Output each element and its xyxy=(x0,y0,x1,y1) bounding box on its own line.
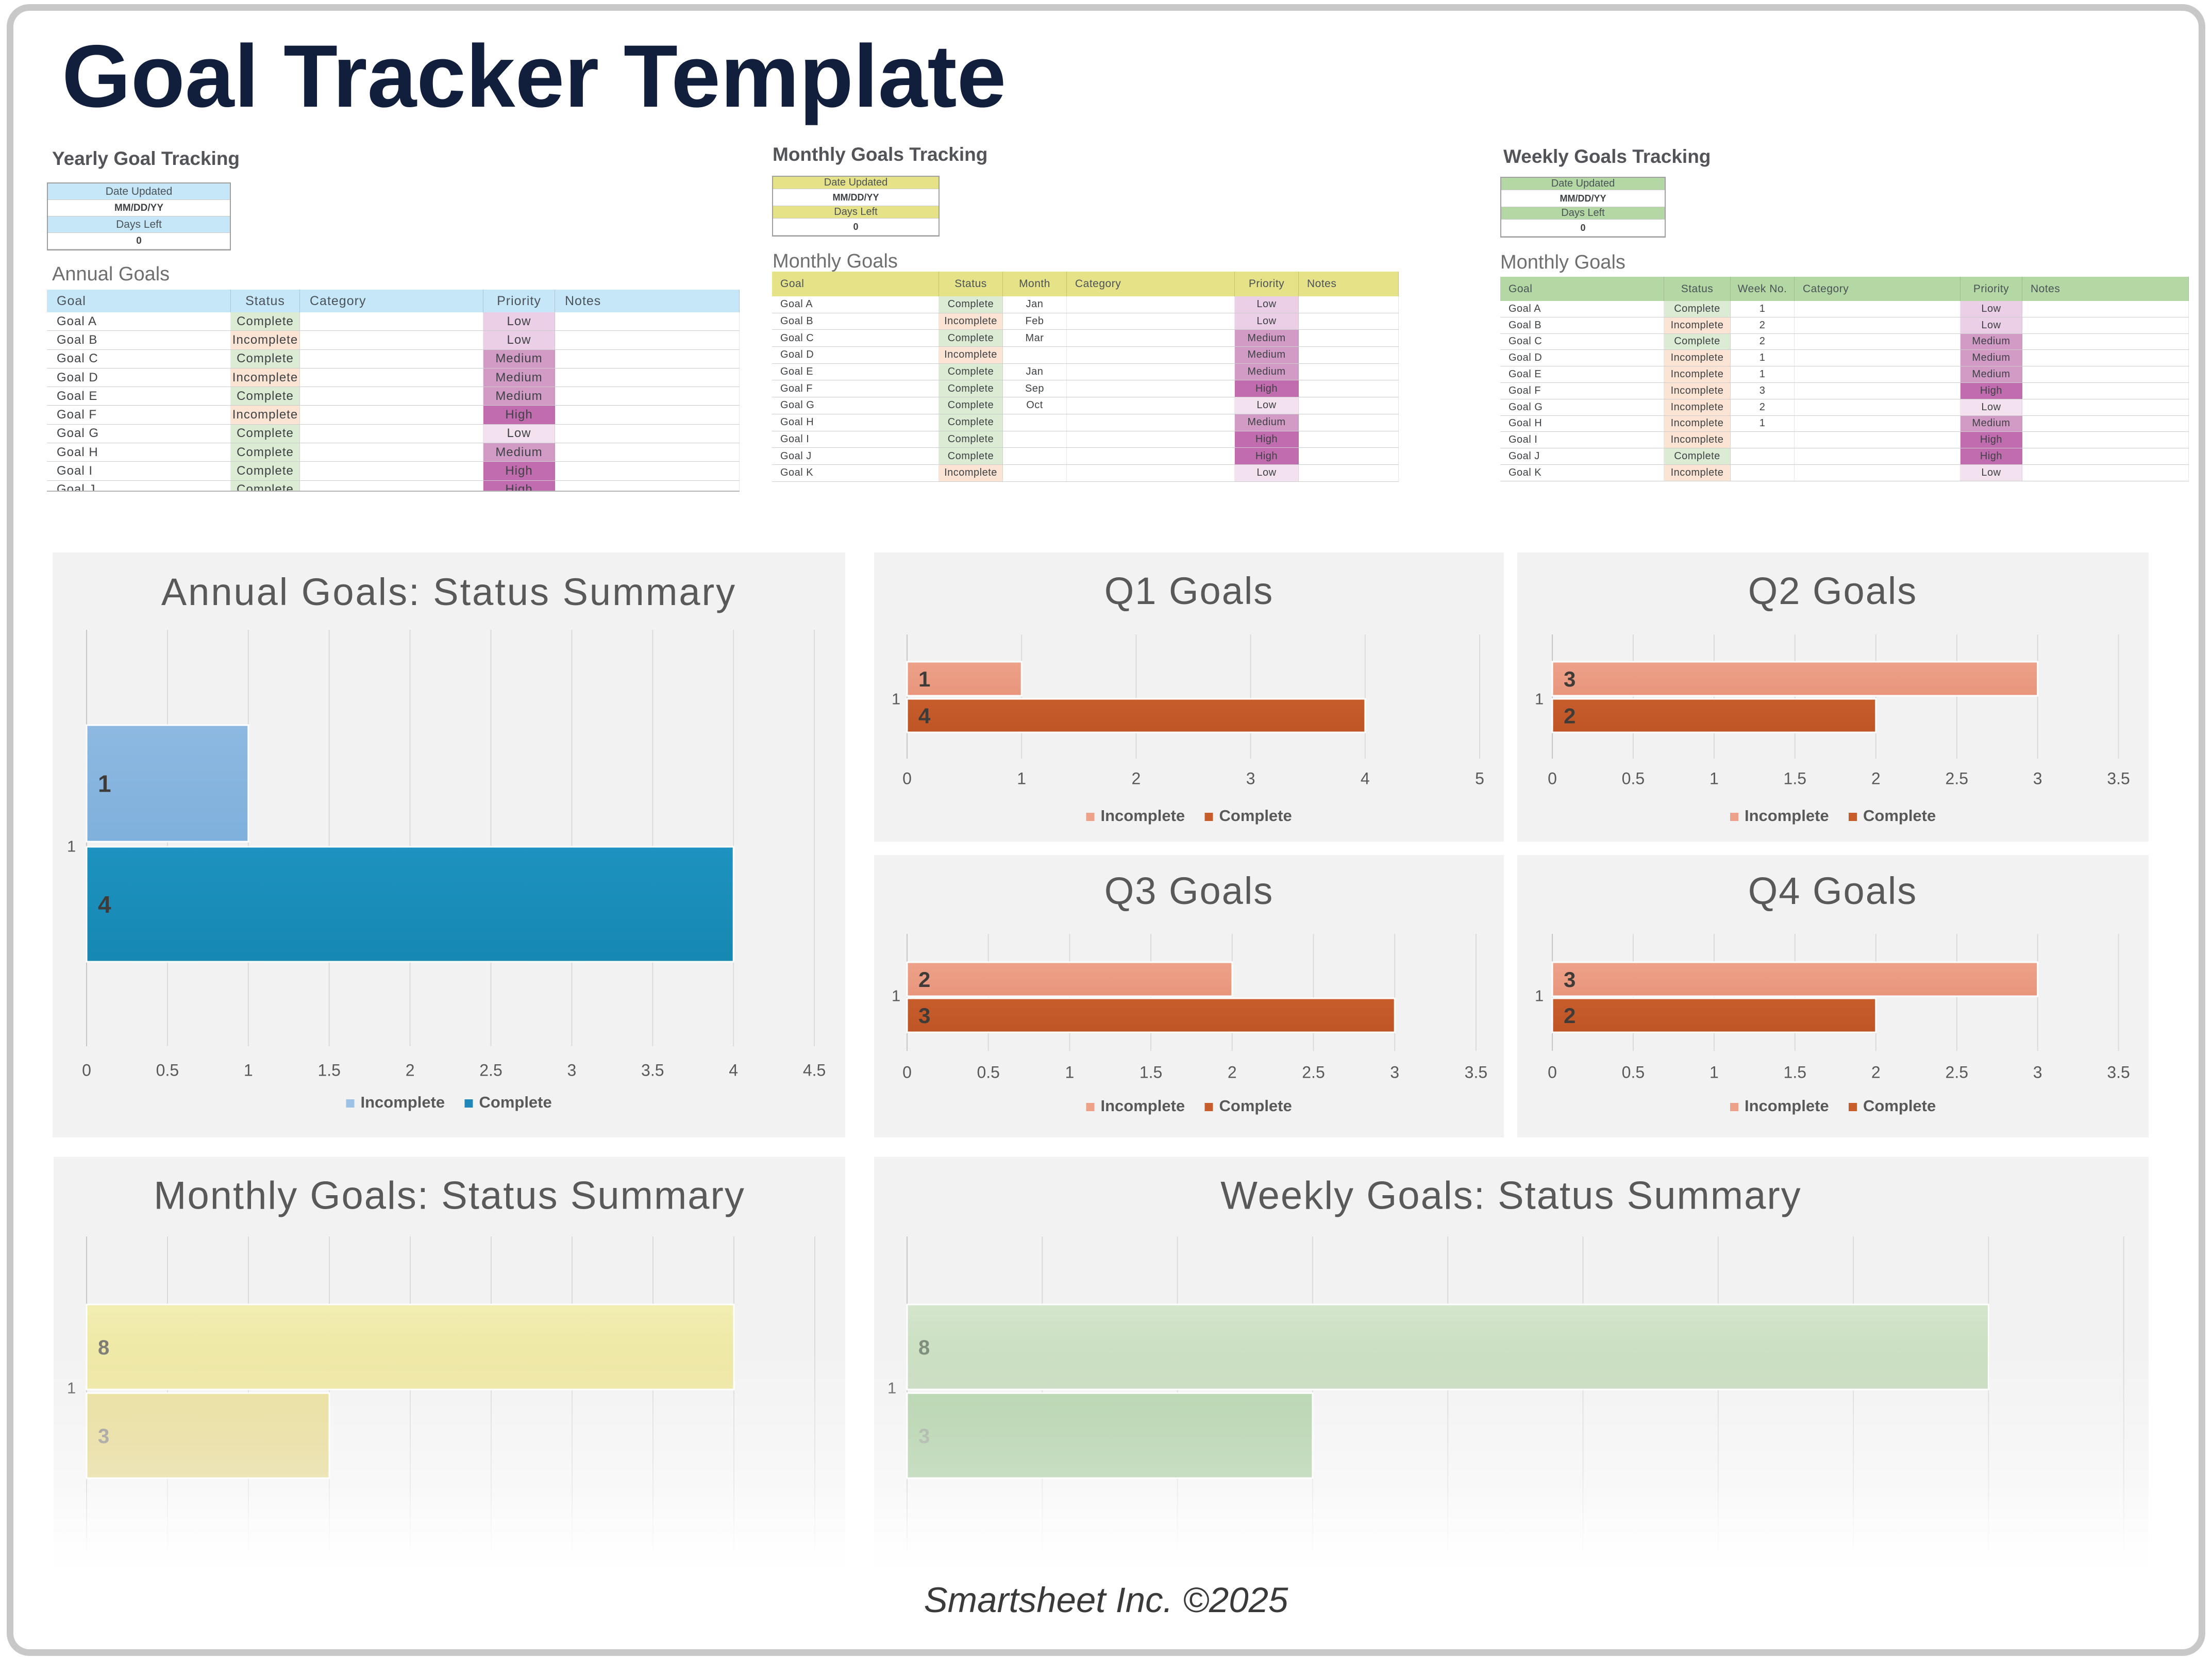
svg-text:1: 1 xyxy=(892,987,900,1005)
svg-text:1: 1 xyxy=(1017,769,1026,788)
svg-text:Incomplete: Incomplete xyxy=(1745,807,1829,825)
svg-text:Q4 Goals: Q4 Goals xyxy=(1748,869,1918,912)
svg-text:1: 1 xyxy=(1535,987,1544,1005)
svg-text:0: 0 xyxy=(82,1061,91,1079)
svg-text:1: 1 xyxy=(1535,690,1544,708)
svg-text:2.5: 2.5 xyxy=(1946,1063,1968,1081)
svg-text:2: 2 xyxy=(1132,769,1141,788)
svg-text:1: 1 xyxy=(244,1061,253,1079)
svg-text:Complete: Complete xyxy=(1863,1097,1936,1115)
svg-text:2: 2 xyxy=(918,967,930,992)
svg-text:3: 3 xyxy=(918,1003,930,1028)
svg-text:Incomplete: Incomplete xyxy=(1101,807,1185,825)
svg-text:2.5: 2.5 xyxy=(1302,1063,1325,1081)
svg-text:Q2 Goals: Q2 Goals xyxy=(1748,570,1918,612)
svg-text:Incomplete: Incomplete xyxy=(1745,1097,1829,1115)
svg-text:0: 0 xyxy=(902,1063,912,1081)
svg-text:3: 3 xyxy=(567,1061,577,1079)
svg-text:1: 1 xyxy=(1710,769,1719,788)
svg-text:0: 0 xyxy=(1548,1063,1557,1081)
svg-text:1.5: 1.5 xyxy=(1784,769,1806,788)
svg-text:3: 3 xyxy=(2033,769,2042,788)
svg-text:3: 3 xyxy=(2033,1063,2042,1081)
svg-text:1: 1 xyxy=(98,771,111,797)
svg-text:3: 3 xyxy=(1246,769,1255,788)
svg-text:Complete: Complete xyxy=(1219,807,1292,825)
svg-text:3.5: 3.5 xyxy=(2107,1063,2130,1081)
svg-text:Q1 Goals: Q1 Goals xyxy=(1104,570,1274,612)
svg-text:2.5: 2.5 xyxy=(479,1061,502,1079)
svg-text:Complete: Complete xyxy=(1863,807,1936,825)
svg-text:4: 4 xyxy=(729,1061,738,1079)
svg-text:Complete: Complete xyxy=(1219,1097,1292,1115)
svg-text:1: 1 xyxy=(918,667,930,691)
svg-text:0.5: 0.5 xyxy=(156,1061,179,1079)
svg-text:3: 3 xyxy=(1564,667,1576,691)
svg-text:4: 4 xyxy=(1361,769,1370,788)
svg-text:1: 1 xyxy=(67,838,76,856)
svg-text:1.5: 1.5 xyxy=(317,1061,340,1079)
svg-text:0.5: 0.5 xyxy=(1622,769,1645,788)
svg-text:2: 2 xyxy=(1228,1063,1237,1081)
svg-text:3.5: 3.5 xyxy=(641,1061,664,1079)
svg-text:0: 0 xyxy=(1548,769,1557,788)
svg-text:2: 2 xyxy=(1564,1003,1576,1028)
svg-text:Complete: Complete xyxy=(479,1093,552,1111)
svg-text:2: 2 xyxy=(1871,1063,1881,1081)
svg-text:2: 2 xyxy=(1564,704,1576,728)
svg-text:2: 2 xyxy=(1871,769,1881,788)
svg-text:1.5: 1.5 xyxy=(1139,1063,1162,1081)
svg-text:3.5: 3.5 xyxy=(1465,1063,1487,1081)
svg-text:4.5: 4.5 xyxy=(803,1061,826,1079)
svg-text:Annual Goals: Status Summary: Annual Goals: Status Summary xyxy=(161,571,736,613)
svg-text:1: 1 xyxy=(1065,1063,1075,1081)
svg-text:0.5: 0.5 xyxy=(977,1063,999,1081)
svg-text:Q3 Goals: Q3 Goals xyxy=(1104,869,1274,912)
svg-text:1.5: 1.5 xyxy=(1784,1063,1806,1081)
svg-text:3: 3 xyxy=(1564,967,1576,992)
svg-text:0: 0 xyxy=(902,769,912,788)
svg-text:3: 3 xyxy=(1390,1063,1399,1081)
svg-text:2: 2 xyxy=(406,1061,415,1079)
svg-text:Incomplete: Incomplete xyxy=(1101,1097,1185,1115)
svg-text:1: 1 xyxy=(1710,1063,1719,1081)
svg-text:Incomplete: Incomplete xyxy=(361,1093,445,1111)
svg-text:2.5: 2.5 xyxy=(1946,769,1968,788)
svg-text:1: 1 xyxy=(892,690,900,708)
svg-text:0.5: 0.5 xyxy=(1622,1063,1645,1081)
svg-text:5: 5 xyxy=(1475,769,1484,788)
svg-text:3.5: 3.5 xyxy=(2107,769,2130,788)
svg-text:4: 4 xyxy=(98,891,111,918)
svg-text:4: 4 xyxy=(918,704,931,728)
